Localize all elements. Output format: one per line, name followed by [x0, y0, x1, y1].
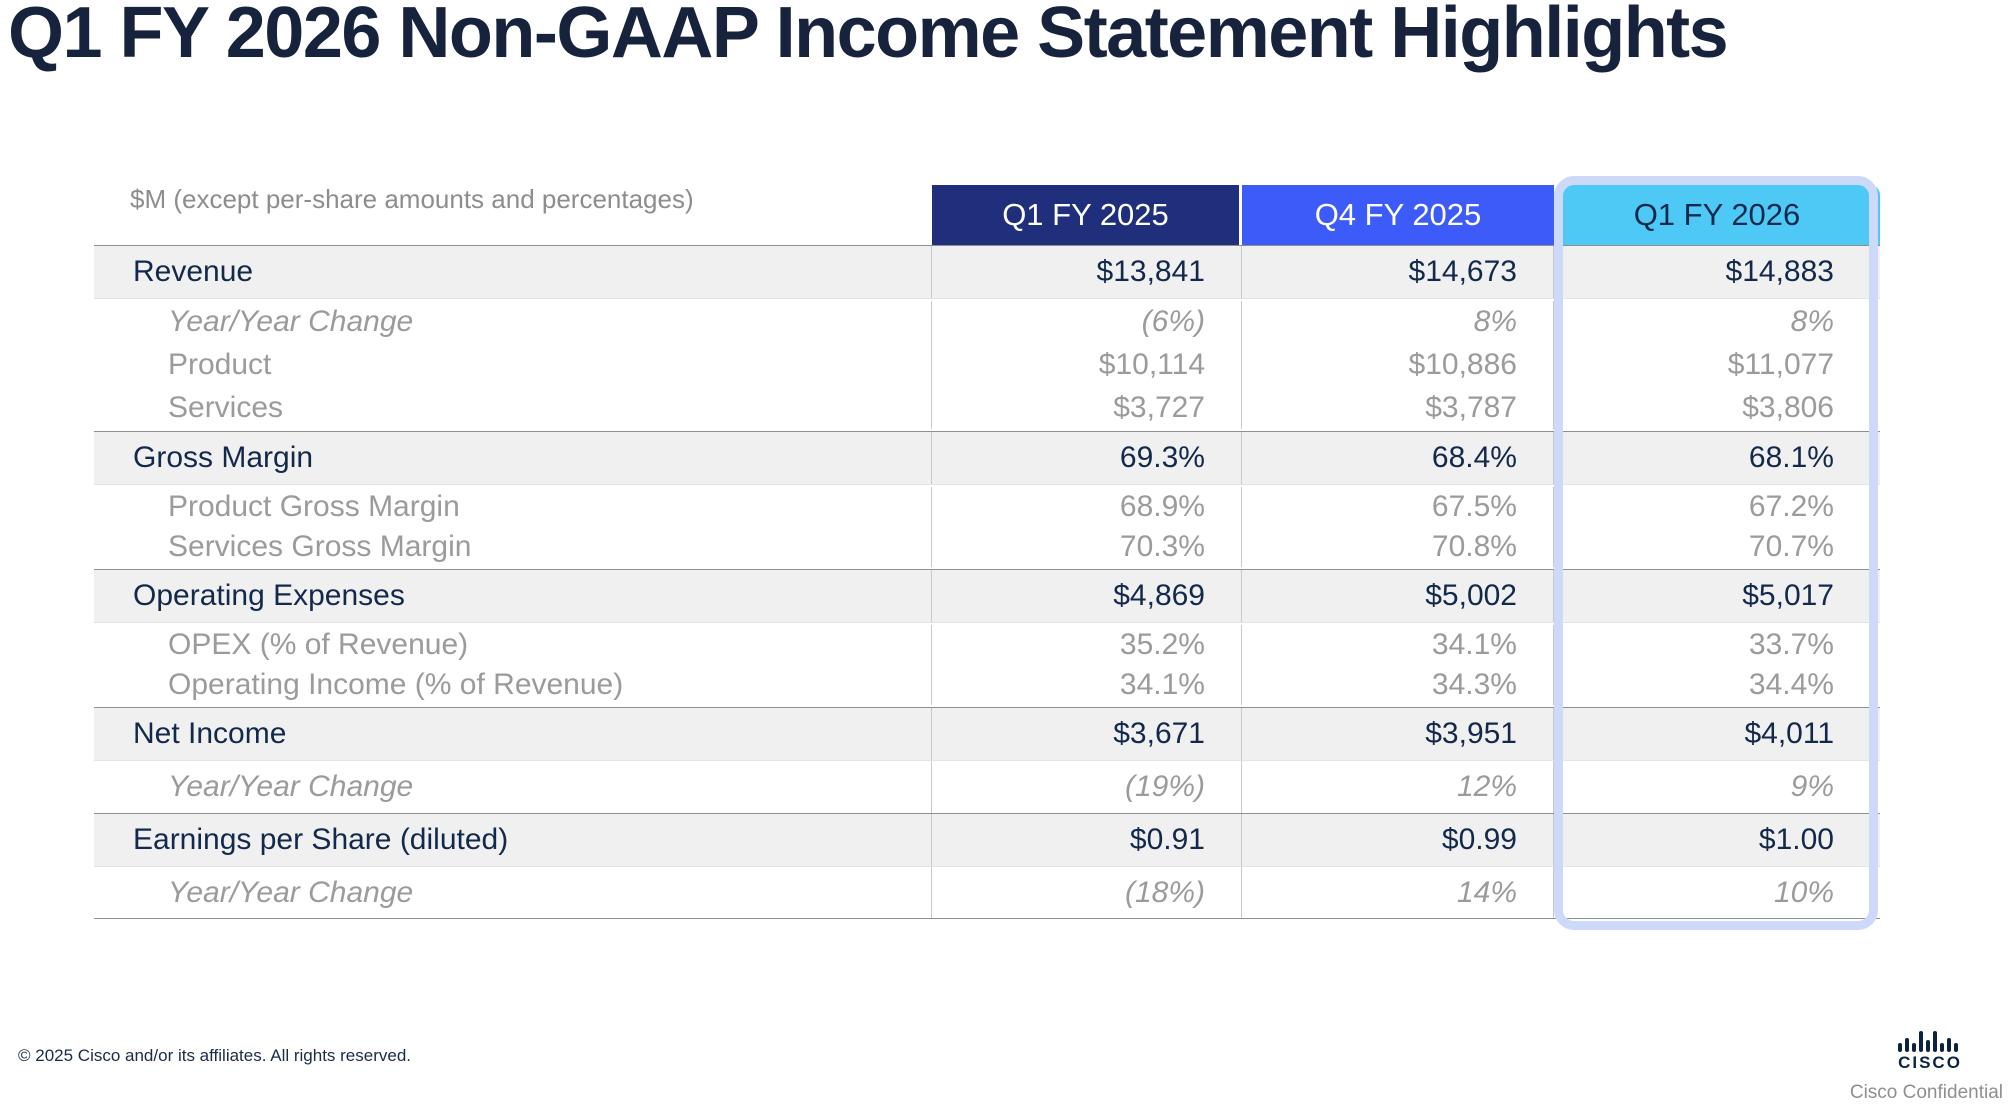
- table-row-eps-yy-change: Year/Year Change (18%) 14% 10%: [94, 867, 1880, 919]
- cell-value: 34.1%: [932, 665, 1242, 705]
- cell-value: $3,787: [1242, 387, 1554, 429]
- cell-value: 70.8%: [1242, 527, 1554, 567]
- table-row-services-gross-margin: Services Gross Margin 70.3% 70.8% 70.7%: [94, 527, 1880, 569]
- cell-value: $3,951: [1242, 708, 1554, 760]
- row-label: Operating Income (% of Revenue): [94, 665, 932, 705]
- table-header-row: $M (except per-share amounts and percent…: [94, 184, 1880, 245]
- table-row-operating-income-pct: Operating Income (% of Revenue) 34.1% 34…: [94, 665, 1880, 707]
- cell-value: $3,727: [932, 387, 1242, 429]
- cell-value-highlighted: 67.2%: [1554, 487, 1880, 527]
- income-statement-table: $M (except per-share amounts and percent…: [94, 184, 1880, 919]
- cell-value-highlighted: 68.1%: [1554, 432, 1880, 484]
- cell-value: (18%): [932, 867, 1242, 918]
- cell-value: 68.9%: [932, 487, 1242, 527]
- cell-value: 34.3%: [1242, 665, 1554, 705]
- cell-value-highlighted: $3,806: [1554, 387, 1880, 429]
- row-label: Product Gross Margin: [94, 487, 932, 527]
- cell-value: 67.5%: [1242, 487, 1554, 527]
- copyright-text: © 2025 Cisco and/or its affiliates. All …: [18, 1046, 412, 1065]
- cell-value-highlighted: $5,017: [1554, 570, 1880, 622]
- table-row-net-income-yy-change: Year/Year Change (19%) 12% 9%: [94, 761, 1880, 813]
- table-row-operating-expenses: Operating Expenses $4,869 $5,002 $5,017: [94, 569, 1880, 623]
- row-label: Year/Year Change: [94, 301, 932, 343]
- column-header-q4-fy2025: Q4 FY 2025: [1242, 185, 1554, 245]
- cisco-wordmark: cisco: [1898, 1053, 1962, 1072]
- row-label: Product: [94, 343, 932, 387]
- table-row-revenue-yy-change: Year/Year Change (6%) 8% 8%: [94, 299, 1880, 343]
- cell-value: $0.91: [932, 814, 1242, 866]
- cell-value-highlighted: 70.7%: [1554, 527, 1880, 567]
- cell-value: (6%): [932, 301, 1242, 343]
- table-row-product-gross-margin: Product Gross Margin 68.9% 67.5% 67.2%: [94, 485, 1880, 527]
- cell-value: $10,114: [932, 343, 1242, 387]
- row-label: Services Gross Margin: [94, 527, 932, 567]
- table-row-net-income: Net Income $3,671 $3,951 $4,011: [94, 707, 1880, 761]
- column-header-q1-fy2026: Q1 FY 2026: [1554, 185, 1880, 245]
- cell-value: $13,841: [932, 246, 1242, 298]
- row-label: Gross Margin: [94, 432, 932, 484]
- column-header-q1-fy2025: Q1 FY 2025: [932, 185, 1242, 245]
- cell-value: $0.99: [1242, 814, 1554, 866]
- cell-value-highlighted: 10%: [1554, 867, 1880, 918]
- cell-value-highlighted: $4,011: [1554, 708, 1880, 760]
- cell-value: 35.2%: [932, 625, 1242, 665]
- confidential-label: Cisco Confidential: [1849, 1082, 2003, 1103]
- table-row-eps: Earnings per Share (diluted) $0.91 $0.99…: [94, 813, 1880, 867]
- table-row-gross-margin: Gross Margin 69.3% 68.4% 68.1%: [94, 431, 1880, 485]
- cell-value-highlighted: $1.00: [1554, 814, 1880, 866]
- row-label: Net Income: [94, 708, 932, 760]
- cell-value-highlighted: 8%: [1554, 301, 1880, 343]
- cell-value-highlighted: 33.7%: [1554, 625, 1880, 665]
- cell-value: $3,671: [932, 708, 1242, 760]
- cell-value: (19%): [932, 761, 1242, 813]
- table-row-opex-pct: OPEX (% of Revenue) 35.2% 34.1% 33.7%: [94, 623, 1880, 665]
- cell-value: $5,002: [1242, 570, 1554, 622]
- cell-value-highlighted: 34.4%: [1554, 665, 1880, 705]
- cell-value-highlighted: $14,883: [1554, 246, 1880, 298]
- table-row-services: Services $3,727 $3,787 $3,806: [94, 387, 1880, 431]
- cell-value: $14,673: [1242, 246, 1554, 298]
- table-row-revenue: Revenue $13,841 $14,673 $14,883: [94, 245, 1880, 299]
- cell-value-highlighted: 9%: [1554, 761, 1880, 813]
- cell-value: $4,869: [932, 570, 1242, 622]
- row-label: Revenue: [94, 246, 932, 298]
- cell-value: 68.4%: [1242, 432, 1554, 484]
- cell-value-highlighted: $11,077: [1554, 343, 1880, 387]
- row-label: Earnings per Share (diluted): [94, 814, 932, 866]
- row-label: Year/Year Change: [94, 867, 932, 918]
- row-label: Services: [94, 387, 932, 429]
- row-label: Year/Year Change: [94, 761, 932, 813]
- row-label: OPEX (% of Revenue): [94, 625, 932, 665]
- cell-value: 70.3%: [932, 527, 1242, 567]
- units-note: $M (except per-share amounts and percent…: [130, 183, 694, 214]
- cell-value: 69.3%: [932, 432, 1242, 484]
- table-row-product: Product $10,114 $10,886 $11,077: [94, 343, 1880, 387]
- cell-value: 12%: [1242, 761, 1554, 813]
- row-label: Operating Expenses: [94, 570, 932, 622]
- page-title: Q1 FY 2026 Non-GAAP Income Statement Hig…: [8, 0, 1729, 73]
- cell-value: $10,886: [1242, 343, 1554, 387]
- cisco-bridge-icon: [1898, 1031, 1958, 1052]
- cell-value: 14%: [1242, 867, 1554, 918]
- cisco-logo: cisco: [1885, 1026, 1975, 1073]
- cell-value: 34.1%: [1242, 625, 1554, 665]
- cell-value: 8%: [1242, 301, 1554, 343]
